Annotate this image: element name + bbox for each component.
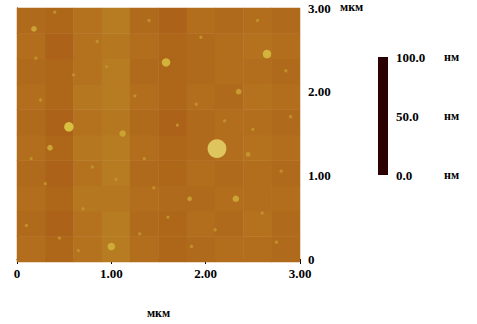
svg-text:100.0: 100.0 bbox=[396, 50, 425, 65]
svg-text:2.00: 2.00 bbox=[308, 84, 331, 99]
svg-text:мкм: мкм bbox=[147, 306, 170, 320]
svg-text:0.0: 0.0 bbox=[396, 168, 412, 183]
svg-text:1.00: 1.00 bbox=[308, 168, 331, 183]
svg-text:2.00: 2.00 bbox=[194, 266, 217, 281]
svg-text:50.0: 50.0 bbox=[396, 109, 419, 124]
svg-text:0: 0 bbox=[308, 252, 315, 267]
svg-text:нм: нм bbox=[444, 50, 459, 64]
svg-text:нм: нм bbox=[444, 168, 459, 182]
svg-text:мкм: мкм bbox=[340, 0, 363, 14]
svg-text:нм: нм bbox=[444, 109, 459, 123]
svg-text:3.00: 3.00 bbox=[308, 1, 331, 16]
svg-text:3.00: 3.00 bbox=[289, 266, 312, 281]
svg-text:0: 0 bbox=[14, 266, 21, 281]
svg-text:1.00: 1.00 bbox=[100, 266, 123, 281]
